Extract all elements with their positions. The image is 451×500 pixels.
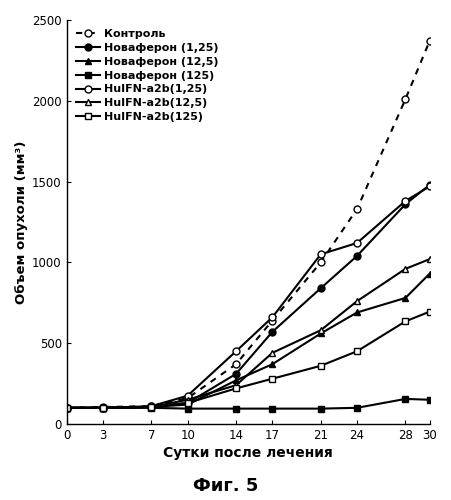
HuIFN-a2b(125) [318,363,323,369]
HuIFN-a2b(125) [269,376,275,382]
HuIFN-a2b(12,5) [402,266,407,272]
Новаферон (12,5) [100,405,106,411]
Контроль [354,206,359,212]
Line: Новаферон (1,25): Новаферон (1,25) [63,182,432,412]
Новаферон (1,25) [233,371,238,377]
Новаферон (1,25) [318,285,323,291]
HuIFN-a2b(125) [148,404,154,410]
Text: Фиг. 5: Фиг. 5 [193,477,258,495]
HuIFN-a2b(12,5) [426,256,431,262]
Новаферон (12,5) [184,402,190,407]
HuIFN-a2b(1,25) [318,252,323,258]
Контроль [148,403,154,409]
HuIFN-a2b(125) [233,386,238,392]
HuIFN-a2b(125) [100,405,106,411]
Новаферон (1,25) [269,329,275,335]
HuIFN-a2b(1,25) [100,405,106,411]
Line: Контроль: Контроль [63,38,432,412]
HuIFN-a2b(1,25) [269,314,275,320]
Новаферон (12,5) [354,310,359,316]
Новаферон (1,25) [100,405,106,411]
Y-axis label: Объем опухоли (мм³): Объем опухоли (мм³) [15,140,28,304]
Новаферон (12,5) [233,378,238,384]
HuIFN-a2b(125) [184,400,190,406]
Новаферон (1,25) [402,201,407,207]
Legend: Контроль, Новаферон (1,25), Новаферон (12,5), Новаферон (125), HuIFN-a2b(1,25), : Контроль, Новаферон (1,25), Новаферон (1… [72,26,222,126]
Новаферон (125) [402,396,407,402]
HuIFN-a2b(1,25) [148,403,154,409]
HuIFN-a2b(125) [402,318,407,324]
HuIFN-a2b(125) [426,308,431,314]
Новаферон (125) [184,406,190,411]
Контроль [402,96,407,102]
Line: HuIFN-a2b(125): HuIFN-a2b(125) [63,308,432,412]
Новаферон (12,5) [426,270,431,276]
Новаферон (1,25) [354,253,359,259]
HuIFN-a2b(1,25) [426,184,431,190]
HuIFN-a2b(125) [64,405,69,411]
Новаферон (125) [354,405,359,411]
HuIFN-a2b(1,25) [354,240,359,246]
Новаферон (125) [318,406,323,411]
Контроль [426,38,431,44]
Новаферон (125) [233,406,238,411]
Новаферон (1,25) [184,400,190,406]
HuIFN-a2b(1,25) [402,198,407,204]
Новаферон (12,5) [148,404,154,410]
Контроль [100,404,106,410]
Новаферон (12,5) [269,361,275,367]
Line: Новаферон (125): Новаферон (125) [63,396,432,412]
Новаферон (125) [269,406,275,411]
Line: HuIFN-a2b(12,5): HuIFN-a2b(12,5) [63,256,432,412]
Контроль [184,395,190,401]
Новаферон (1,25) [426,182,431,188]
Новаферон (12,5) [318,330,323,336]
Новаферон (125) [64,405,69,411]
HuIFN-a2b(12,5) [318,328,323,334]
HuIFN-a2b(1,25) [233,348,238,354]
Контроль [233,361,238,367]
Line: HuIFN-a2b(1,25): HuIFN-a2b(1,25) [63,183,432,412]
Line: Новаферон (12,5): Новаферон (12,5) [63,270,432,412]
HuIFN-a2b(12,5) [269,350,275,356]
HuIFN-a2b(12,5) [233,382,238,388]
Контроль [64,405,69,411]
X-axis label: Сутки после лечения: Сутки после лечения [163,446,332,460]
Новаферон (12,5) [402,295,407,301]
Новаферон (125) [100,405,106,411]
Новаферон (125) [148,405,154,411]
HuIFN-a2b(12,5) [354,298,359,304]
HuIFN-a2b(1,25) [184,392,190,398]
HuIFN-a2b(12,5) [64,405,69,411]
HuIFN-a2b(125) [354,348,359,354]
HuIFN-a2b(1,25) [64,405,69,411]
HuIFN-a2b(12,5) [100,405,106,411]
Новаферон (12,5) [64,405,69,411]
Контроль [269,318,275,324]
HuIFN-a2b(12,5) [184,396,190,402]
Новаферон (125) [426,396,431,402]
Новаферон (1,25) [148,404,154,410]
Контроль [318,260,323,266]
Новаферон (1,25) [64,405,69,411]
HuIFN-a2b(12,5) [148,404,154,410]
